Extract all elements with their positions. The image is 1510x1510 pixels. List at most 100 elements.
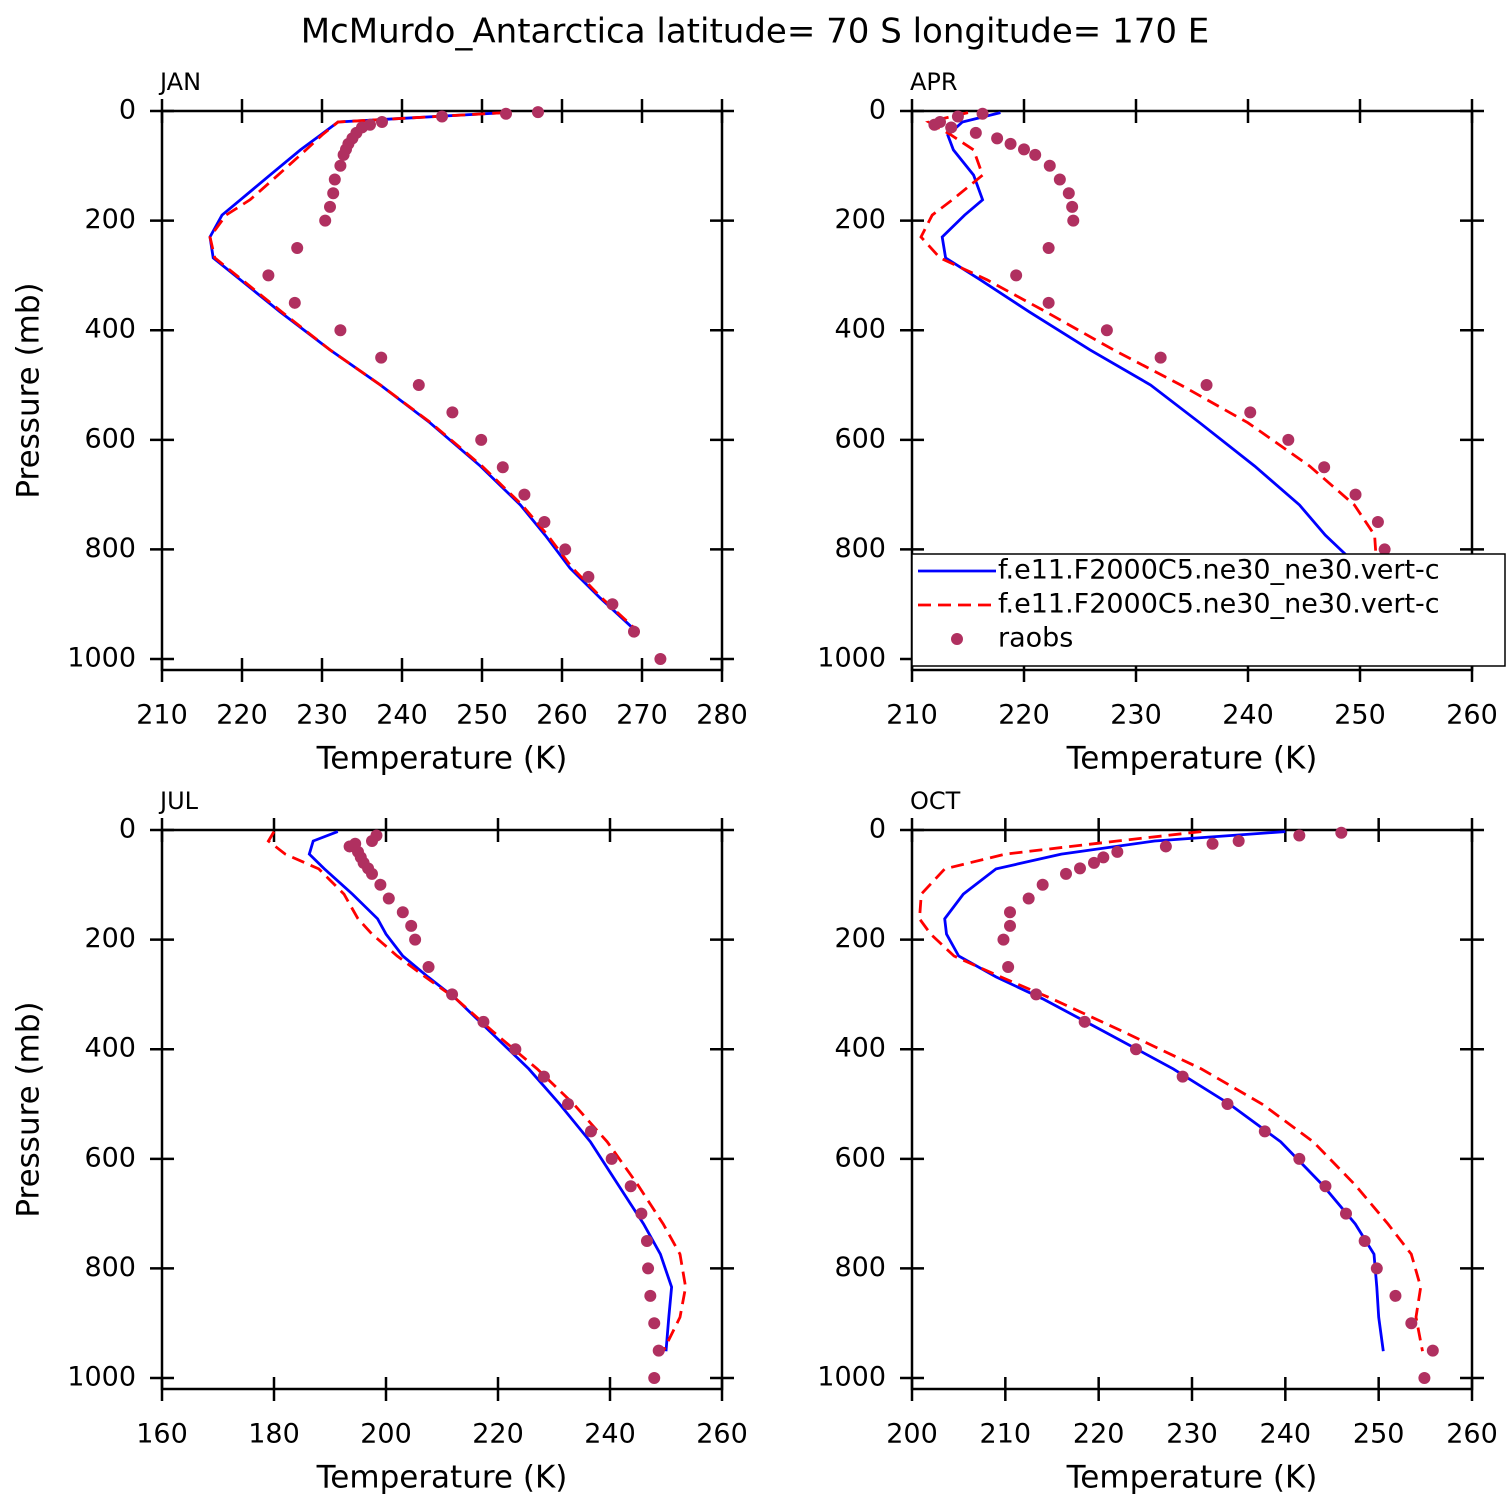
x-tick-label: 250: [1334, 700, 1386, 731]
x-tick-label: 240: [1222, 700, 1274, 731]
data-point: [538, 516, 551, 529]
data-point: [1030, 988, 1043, 1001]
data-point: [477, 1015, 490, 1028]
data-line: [940, 111, 1390, 634]
data-point: [1078, 1015, 1091, 1028]
data-point: [1318, 461, 1331, 474]
legend-label: f.e11.F2000C5.ne30_ne30.vert-c: [998, 589, 1440, 620]
y-tick-label: 600: [84, 423, 136, 454]
x-tick-label: 220: [216, 700, 268, 731]
y-tick-label: 400: [834, 1033, 886, 1064]
data-point: [1042, 242, 1055, 255]
data-point: [328, 173, 341, 186]
data-point: [366, 834, 378, 847]
data-point: [475, 433, 488, 446]
data-point: [1066, 200, 1079, 213]
data-point: [1176, 1070, 1189, 1083]
data-point: [1426, 1344, 1439, 1357]
x-tick-label: 270: [616, 700, 668, 731]
x-tick-label: 220: [1073, 1419, 1125, 1450]
y-tick-label: 1000: [67, 643, 136, 674]
data-point: [976, 107, 989, 120]
data-point: [1018, 143, 1030, 156]
data-point: [396, 906, 409, 919]
x-tick-label: 210: [886, 700, 938, 731]
x-tick-label: 260: [1446, 1419, 1498, 1450]
y-tick-label: 400: [84, 314, 136, 345]
data-point: [628, 625, 640, 638]
data-point: [1293, 829, 1306, 842]
data-point: [446, 988, 459, 1001]
data-point: [969, 126, 982, 139]
data-point: [518, 488, 531, 501]
y-tick-label: 0: [119, 814, 136, 845]
data-point: [1370, 1262, 1383, 1275]
data-point: [334, 159, 347, 172]
y-tick-label: 600: [834, 1142, 886, 1173]
x-tick-label: 230: [1166, 1419, 1218, 1450]
data-point: [1206, 837, 1219, 850]
data-point: [1349, 488, 1362, 501]
data-point: [1232, 834, 1245, 847]
x-tick-label: 240: [584, 1419, 636, 1450]
data-point: [374, 878, 387, 891]
data-point: [509, 1043, 522, 1056]
data-point: [1154, 351, 1167, 364]
data-point: [496, 461, 509, 474]
data-point: [1282, 433, 1295, 446]
data-point: [409, 933, 422, 946]
panel-title: APR: [910, 68, 958, 96]
data-point: [1062, 187, 1075, 200]
y-tick-label: 1000: [817, 643, 886, 674]
data-point: [1067, 214, 1080, 227]
data-point: [1378, 543, 1391, 556]
data-point: [375, 351, 388, 364]
data-line: [918, 830, 1424, 1352]
x-tick-label: 240: [1260, 1419, 1312, 1450]
data-point: [446, 406, 459, 419]
data-point: [652, 1344, 665, 1357]
data-point: [1221, 1098, 1234, 1111]
data-point: [1335, 826, 1348, 839]
data-line: [943, 830, 1385, 1352]
data-point: [366, 867, 378, 880]
data-point: [334, 324, 347, 337]
data-point: [319, 214, 332, 227]
y-tick-label: 600: [84, 1142, 136, 1173]
y-tick-label: 1000: [67, 1362, 136, 1393]
data-point: [562, 1098, 574, 1111]
data-point: [1389, 1289, 1402, 1302]
x-tick-label: 280: [696, 700, 748, 731]
data-point: [500, 107, 512, 120]
x-tick-label: 250: [456, 700, 508, 731]
y-tick-label: 800: [834, 533, 886, 564]
chart-title: McMurdo_Antarctica latitude= 70 S longit…: [301, 12, 1210, 52]
x-tick-label: 210: [980, 1419, 1032, 1450]
data-point: [1042, 296, 1055, 309]
data-point: [1002, 961, 1015, 974]
data-point: [1074, 862, 1086, 875]
data-point: [644, 1289, 657, 1302]
data-point: [376, 115, 388, 128]
data-point: [1029, 148, 1042, 161]
data-line: [919, 111, 1395, 633]
y-tick-label: 600: [834, 423, 886, 454]
x-tick-label: 200: [886, 1419, 938, 1450]
data-point: [291, 242, 304, 255]
y-tick-label: 200: [84, 204, 136, 235]
x-tick-label: 160: [136, 1419, 188, 1450]
data-point: [945, 121, 958, 134]
data-point: [991, 132, 1004, 145]
y-tick-label: 800: [834, 1252, 886, 1283]
data-point: [1319, 1180, 1332, 1193]
data-point: [337, 148, 350, 161]
panel-title: JUL: [158, 787, 199, 815]
plot-frame: [160, 828, 724, 1391]
data-point: [928, 118, 941, 131]
data-point: [951, 110, 964, 123]
data-point: [997, 933, 1010, 946]
data-point: [1358, 1235, 1371, 1248]
y-tick-label: 1000: [817, 1362, 886, 1393]
